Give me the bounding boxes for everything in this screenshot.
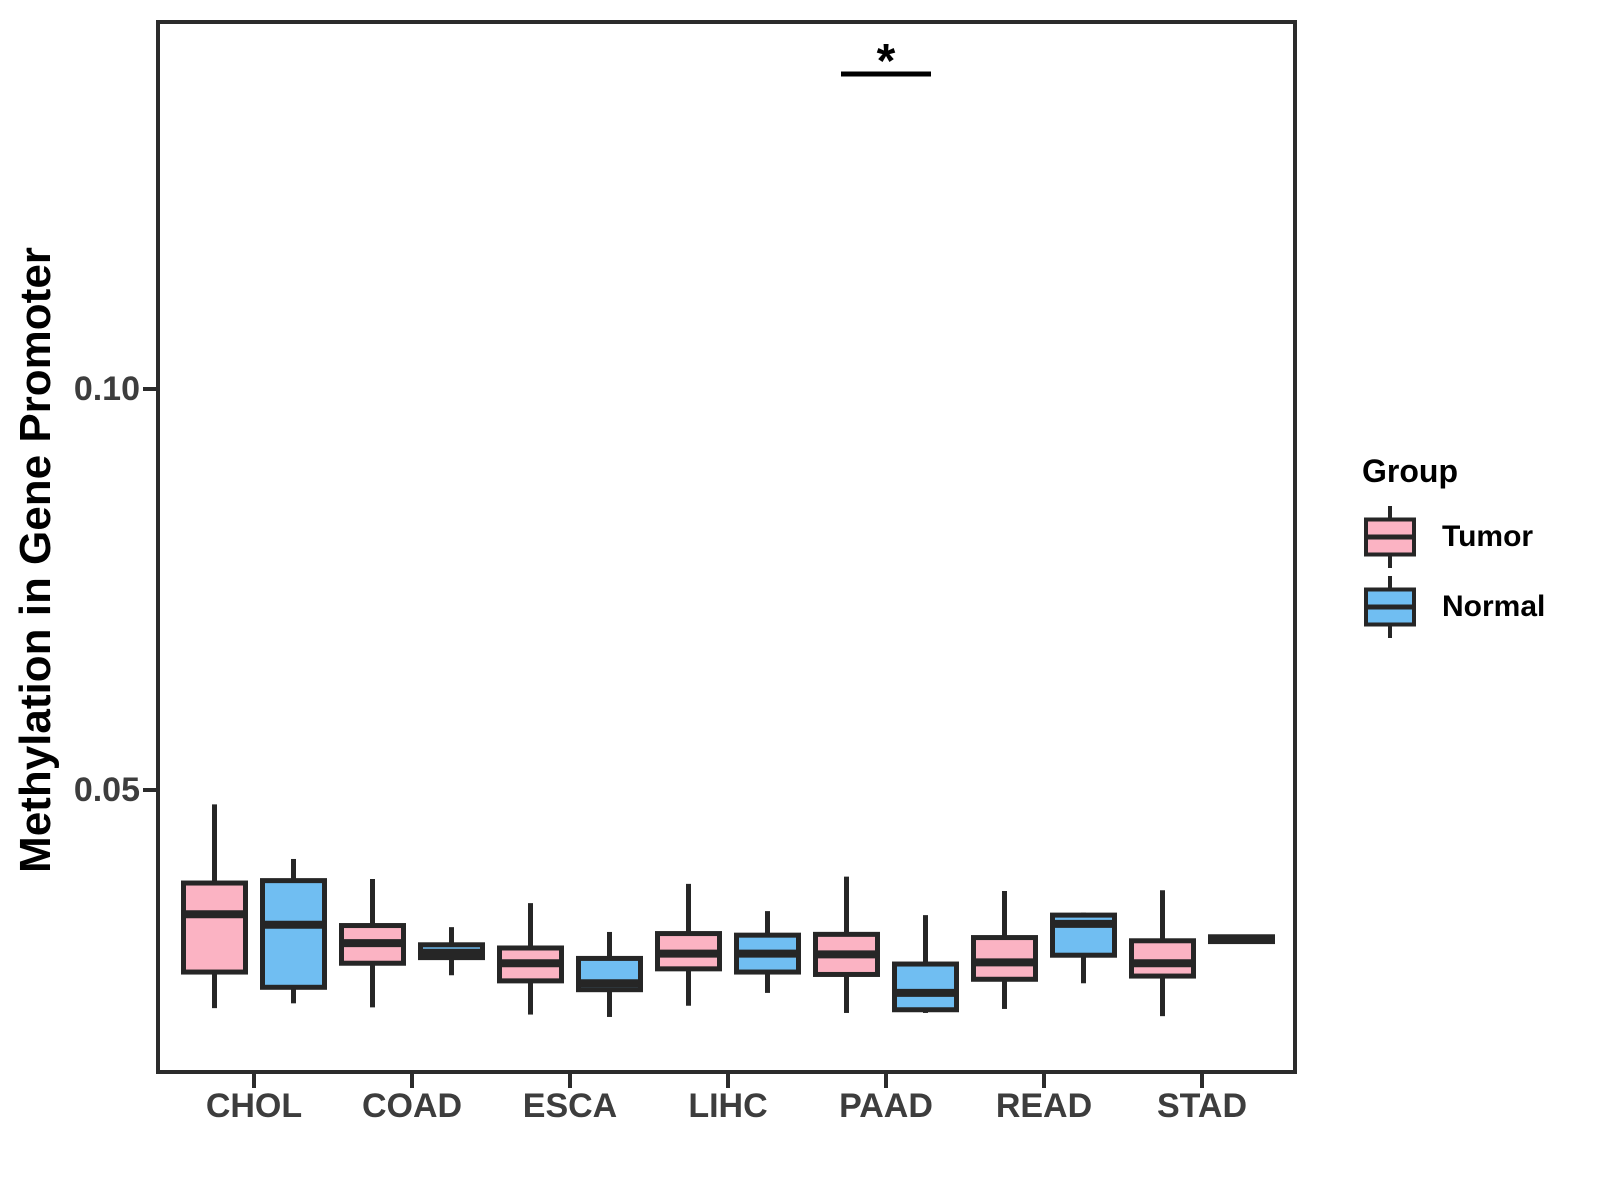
boxplot-read-normal xyxy=(1050,912,1117,984)
boxplot-read-tumor xyxy=(971,891,1038,1009)
y-tick-label-0-05: 0.05 xyxy=(73,771,140,809)
boxplot-key-tumor-icon xyxy=(1364,506,1416,568)
boxplot-coad-normal xyxy=(418,927,485,976)
legend-label-normal: Normal xyxy=(1442,590,1546,623)
x-tick-label-esca: ESCA xyxy=(522,1087,618,1125)
axis-ticks xyxy=(143,387,1204,1088)
iqr-box xyxy=(1129,938,1196,979)
boxplots xyxy=(181,804,1275,1017)
boxplot-stad-normal xyxy=(1208,934,1275,945)
boxplot-esca-normal xyxy=(576,931,643,1017)
boxplot-lihc-tumor xyxy=(655,883,722,1006)
plot-panel-border xyxy=(156,20,1297,1074)
legend-label-tumor: Tumor xyxy=(1442,520,1534,553)
x-tick-label-coad: COAD xyxy=(361,1087,463,1125)
x-tick-label-stad: STAD xyxy=(1156,1087,1248,1125)
significance-star: * xyxy=(876,35,896,88)
x-tick-label-read: READ xyxy=(995,1087,1093,1125)
boxplot-paad-tumor xyxy=(813,876,880,1013)
iqr-box xyxy=(181,880,248,975)
y-tick-label-0-10: 0.10 xyxy=(73,370,140,408)
boxplot-lihc-normal xyxy=(734,911,801,993)
boxplot-chol-normal xyxy=(260,858,327,1004)
boxplot-chol-tumor xyxy=(181,804,248,1009)
legend-item-tumor: Tumor xyxy=(1362,502,1545,572)
boxplot-coad-tumor xyxy=(339,879,406,1008)
x-tick-label-paad: PAAD xyxy=(839,1087,933,1125)
legend-title: Group xyxy=(1362,453,1458,489)
boxplot-key-normal-icon xyxy=(1364,576,1416,638)
x-tick-label-chol: CHOL xyxy=(205,1087,303,1125)
legend: Group Tumor Normal xyxy=(1362,452,1545,642)
boxplot-esca-tumor xyxy=(497,903,564,1015)
iqr-box xyxy=(260,878,327,990)
iqr-box xyxy=(892,961,959,1013)
x-tick-label-lihc: LIHC xyxy=(688,1087,768,1125)
legend-item-normal: Normal xyxy=(1362,572,1545,642)
boxplot-paad-normal xyxy=(892,915,959,1013)
boxplot-stad-tumor xyxy=(1129,890,1196,1017)
iqr-box xyxy=(971,935,1038,982)
